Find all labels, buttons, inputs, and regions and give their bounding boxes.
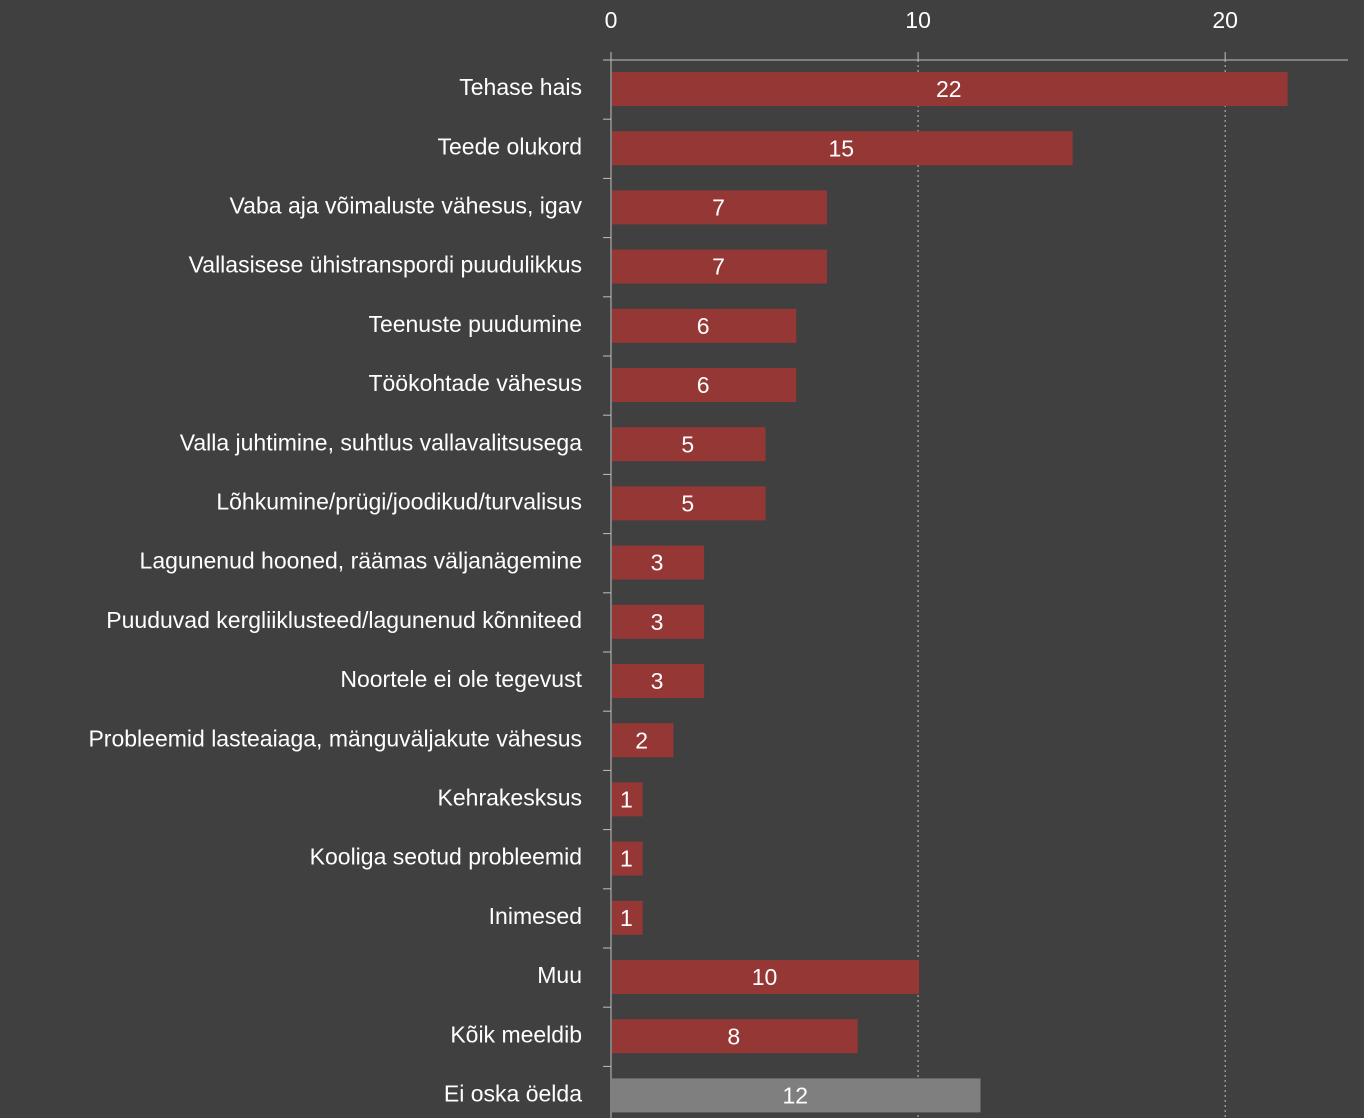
value-label: 15 <box>829 135 855 161</box>
value-label: 5 <box>681 490 694 516</box>
bar <box>612 604 705 639</box>
bar <box>612 545 705 580</box>
bar <box>612 1078 981 1113</box>
value-label: 6 <box>697 372 710 398</box>
bar <box>612 368 797 402</box>
x-tick-label: 20 <box>1212 7 1238 33</box>
value-label: 12 <box>782 1082 808 1108</box>
value-label: 2 <box>635 727 648 753</box>
y-tick-label: Valla juhtimine, suhtlus vallavalitsuseg… <box>180 429 582 455</box>
bar <box>612 723 674 758</box>
y-tick-label: Tehase hais <box>459 74 582 100</box>
value-label: 1 <box>620 905 633 931</box>
y-tick-label: Kooliga seotud probleemid <box>310 844 582 870</box>
bar <box>612 249 827 284</box>
bar <box>612 308 797 343</box>
y-tick-label: Kehrakesksus <box>438 784 582 810</box>
y-tick-label: Töökohtade vähesus <box>368 370 582 396</box>
value-label: 7 <box>712 194 725 220</box>
y-tick-label: Teenuste puudumine <box>368 311 582 337</box>
bar <box>612 782 643 817</box>
y-tick-label: Muu <box>537 962 582 988</box>
value-label: 1 <box>620 786 633 812</box>
value-label: 22 <box>936 76 962 102</box>
x-tick-label: 0 <box>605 7 618 33</box>
bar <box>612 1019 858 1054</box>
value-label: 1 <box>620 846 633 872</box>
bar <box>612 131 1073 166</box>
y-tick-label: Vallasisese ühistranspordi puudulikkus <box>189 252 582 278</box>
y-tick-label: Probleemid lasteaiaga, mänguväljakute vä… <box>88 725 582 751</box>
value-label: 5 <box>681 431 694 457</box>
y-tick-label: Noortele ei ole tegevust <box>340 666 582 692</box>
bar <box>612 960 920 994</box>
value-label: 7 <box>712 254 725 280</box>
y-tick-label: Inimesed <box>489 903 582 929</box>
value-label: 3 <box>651 550 664 576</box>
bar <box>612 190 827 225</box>
value-label: 3 <box>651 609 664 635</box>
bar <box>612 427 766 462</box>
y-tick-label: Lagunenud hooned, räämas väljanägemine <box>140 548 582 574</box>
y-tick-label: Teede olukord <box>438 133 583 159</box>
y-tick-label: Lõhkumine/prügi/joodikud/turvalisus <box>216 488 582 514</box>
y-tick-label: Kõik meeldib <box>450 1021 582 1047</box>
y-tick-label: Vaba aja võimaluste vähesus, igav <box>230 192 583 218</box>
bar <box>612 72 1288 106</box>
x-tick-label: 10 <box>905 7 931 33</box>
bar <box>612 664 705 698</box>
bar <box>612 900 643 935</box>
value-label: 10 <box>752 964 778 990</box>
value-label: 3 <box>651 668 664 694</box>
value-label: 6 <box>697 313 710 339</box>
bar <box>612 486 766 521</box>
bar <box>612 841 643 876</box>
y-tick-label: Ei oska öelda <box>444 1080 582 1106</box>
value-label: 8 <box>727 1023 740 1049</box>
y-tick-label: Puuduvad kergliiklusteed/lagunenud kõnni… <box>106 607 582 633</box>
